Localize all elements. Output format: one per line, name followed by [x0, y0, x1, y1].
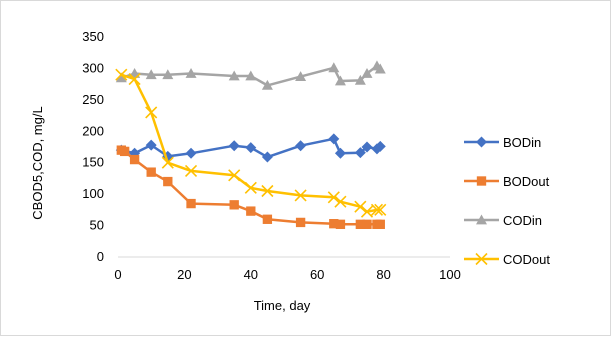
legend-item: CODout: [464, 252, 550, 267]
legend-item: CODin: [464, 213, 542, 228]
data-point: [145, 106, 158, 119]
data-point: [335, 219, 346, 229]
x-tick-label: 80: [376, 267, 390, 282]
y-tick-label: 350: [82, 29, 104, 44]
y-tick-label: 200: [82, 123, 104, 138]
data-point: [328, 62, 340, 73]
y-tick-label: 150: [82, 155, 104, 170]
data-point: [360, 205, 374, 218]
data-point: [295, 140, 307, 152]
data-point: [161, 156, 174, 169]
data-point: [334, 195, 347, 208]
data-point: [228, 169, 241, 182]
legend-label: BODout: [503, 174, 550, 189]
x-axis-label: Time, day: [254, 298, 311, 313]
y-tick-label: 50: [90, 218, 104, 233]
data-point: [295, 217, 306, 228]
data-point: [228, 70, 240, 81]
data-point: [476, 176, 487, 186]
data-point: [185, 67, 197, 78]
y-axis: 0 50 100 150 200 250 300 350: [82, 29, 104, 264]
data-point: [245, 70, 257, 81]
data-point: [294, 189, 307, 202]
x-tick-label: 100: [439, 267, 461, 282]
data-point: [374, 203, 387, 216]
data-point: [354, 74, 366, 85]
y-tick-label: 0: [97, 249, 104, 264]
data-point: [244, 181, 257, 194]
x-axis: 0 20 40 60 80 100: [114, 267, 460, 282]
legend-label: CODin: [503, 213, 542, 228]
legend-item: BODout: [464, 174, 550, 189]
data-point: [476, 136, 487, 148]
data-point: [162, 69, 174, 80]
y-axis-label: CBOD5,COD, mg/L: [30, 106, 45, 219]
data-point: [327, 191, 340, 204]
data-point: [374, 140, 386, 152]
data-point: [354, 147, 366, 159]
data-point: [476, 214, 487, 225]
data-point: [261, 79, 273, 90]
y-tick-label: 250: [82, 92, 104, 107]
data-point: [261, 151, 273, 163]
data-point: [145, 139, 157, 151]
data-point: [128, 73, 141, 86]
x-tick-label: 0: [114, 267, 121, 282]
data-point: [354, 200, 367, 213]
y-tick-label: 100: [82, 186, 104, 201]
x-tick-label: 20: [177, 267, 191, 282]
data-point: [295, 71, 307, 81]
data-point: [184, 164, 198, 177]
data-point: [262, 214, 273, 224]
data-point: [115, 72, 127, 83]
series-CODout: [115, 68, 387, 218]
series-BODout: [116, 145, 385, 229]
data-point: [119, 146, 130, 157]
data-point: [329, 219, 339, 229]
series-layer: [115, 60, 387, 229]
x-tick-label: 60: [310, 267, 324, 282]
series-CODin: [115, 60, 386, 90]
data-point: [475, 252, 488, 266]
data-point: [246, 206, 256, 216]
data-point: [328, 133, 340, 145]
data-point: [361, 141, 373, 153]
data-point: [186, 198, 196, 209]
data-point: [129, 154, 140, 165]
data-point: [145, 69, 157, 80]
legend-item: BODin: [464, 135, 541, 150]
legend-label: CODout: [503, 252, 550, 267]
y-tick-label: 300: [82, 60, 104, 75]
data-point: [362, 219, 372, 229]
legend: BODin BODout CODin CODout: [464, 135, 550, 267]
data-point: [146, 167, 156, 177]
data-point: [245, 142, 257, 154]
data-point: [334, 75, 346, 86]
data-point: [375, 219, 385, 229]
data-point: [261, 184, 274, 198]
data-point: [229, 200, 239, 210]
legend-label: BODin: [503, 135, 541, 150]
data-point: [334, 147, 346, 159]
data-point: [361, 67, 373, 78]
data-point: [228, 140, 240, 152]
x-tick-label: 40: [244, 267, 258, 282]
series-BODin: [115, 133, 386, 163]
data-point: [115, 68, 128, 81]
data-point: [374, 63, 386, 74]
data-point: [370, 203, 384, 216]
chart: 0 50 100 150 200 250 300 350 0 20 40 60 80 100 BODin…: [30, 29, 550, 313]
data-point: [355, 219, 366, 229]
data-point: [185, 147, 197, 159]
data-point: [163, 176, 173, 187]
